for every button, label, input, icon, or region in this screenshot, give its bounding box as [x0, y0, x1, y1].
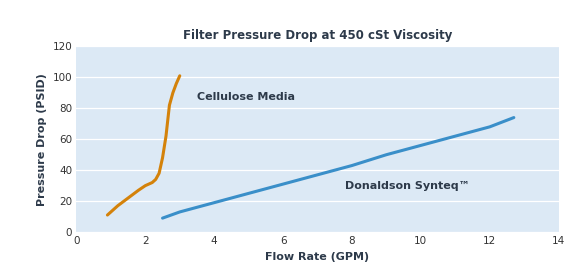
Text: Donaldson Synteq™: Donaldson Synteq™	[345, 181, 470, 191]
X-axis label: Flow Rate (GPM): Flow Rate (GPM)	[265, 252, 370, 262]
Text: Cellulose Media: Cellulose Media	[197, 93, 295, 102]
Y-axis label: Pressure Drop (PSID): Pressure Drop (PSID)	[37, 73, 47, 206]
Title: Filter Pressure Drop at 450 cSt Viscosity: Filter Pressure Drop at 450 cSt Viscosit…	[183, 29, 452, 43]
